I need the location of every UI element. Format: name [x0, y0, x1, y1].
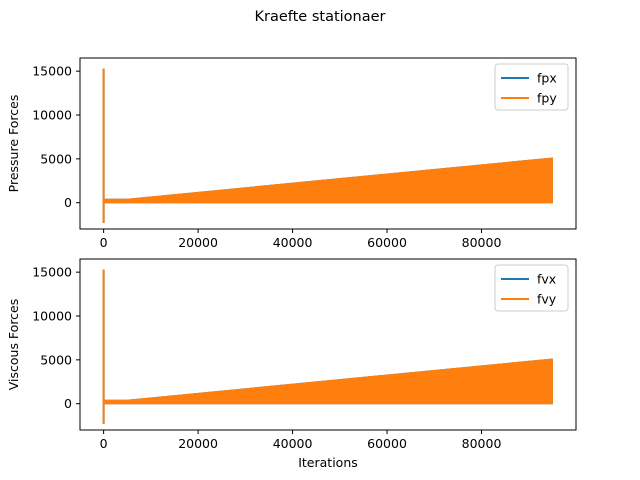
legend-box [494, 264, 569, 312]
x-tick-label: 0 [100, 235, 108, 250]
y-tick-label: 15000 [32, 265, 72, 280]
x-tick-label: 0 [100, 436, 108, 451]
subplot-pressure-forces: 0 20000 40000 60000 80000 0 5000 10000 15000 Pres… [6, 57, 577, 250]
y-tick-label: 0 [64, 195, 72, 210]
legend: fvx fvy [494, 264, 569, 312]
legend: fpx fpy [494, 63, 569, 111]
y-tick-label: 0 [64, 396, 72, 411]
legend-label-fvx: fvx [537, 272, 556, 287]
x-tick-label: 20000 [178, 235, 218, 250]
x-tick-label: 40000 [273, 235, 313, 250]
legend-label-fpy: fpy [537, 91, 557, 106]
legend-label-fpx: fpx [537, 71, 557, 86]
axes-frame [79, 57, 577, 230]
figure-suptitle: Kraefte stationaer [254, 9, 385, 25]
x-tick-label: 20000 [178, 436, 218, 451]
y-tick-label: 10000 [32, 309, 72, 324]
y-tick-label: 10000 [32, 108, 72, 123]
y-axis-label: Viscous Forces [6, 299, 21, 391]
series-band-fvy [103, 358, 553, 405]
legend-box [494, 63, 569, 111]
x-tick-label: 40000 [273, 436, 313, 451]
x-tick-label: 80000 [462, 436, 502, 451]
x-tick-label: 60000 [367, 235, 407, 250]
y-axis-label: Pressure Forces [6, 95, 21, 193]
y-tick-label: 5000 [40, 352, 72, 367]
series-band-fpy [103, 157, 553, 204]
y-tick-label: 5000 [40, 151, 72, 166]
x-tick-label: 60000 [367, 436, 407, 451]
y-tick-label: 15000 [32, 64, 72, 79]
axes-frame [79, 258, 577, 431]
x-axis-label: Iterations [298, 455, 358, 470]
legend-label-fvy: fvy [537, 292, 557, 307]
x-tick-label: 80000 [462, 235, 502, 250]
subplot-viscous-forces: 0 20000 40000 60000 80000 0 5000 10000 15000 Visc… [6, 258, 577, 470]
